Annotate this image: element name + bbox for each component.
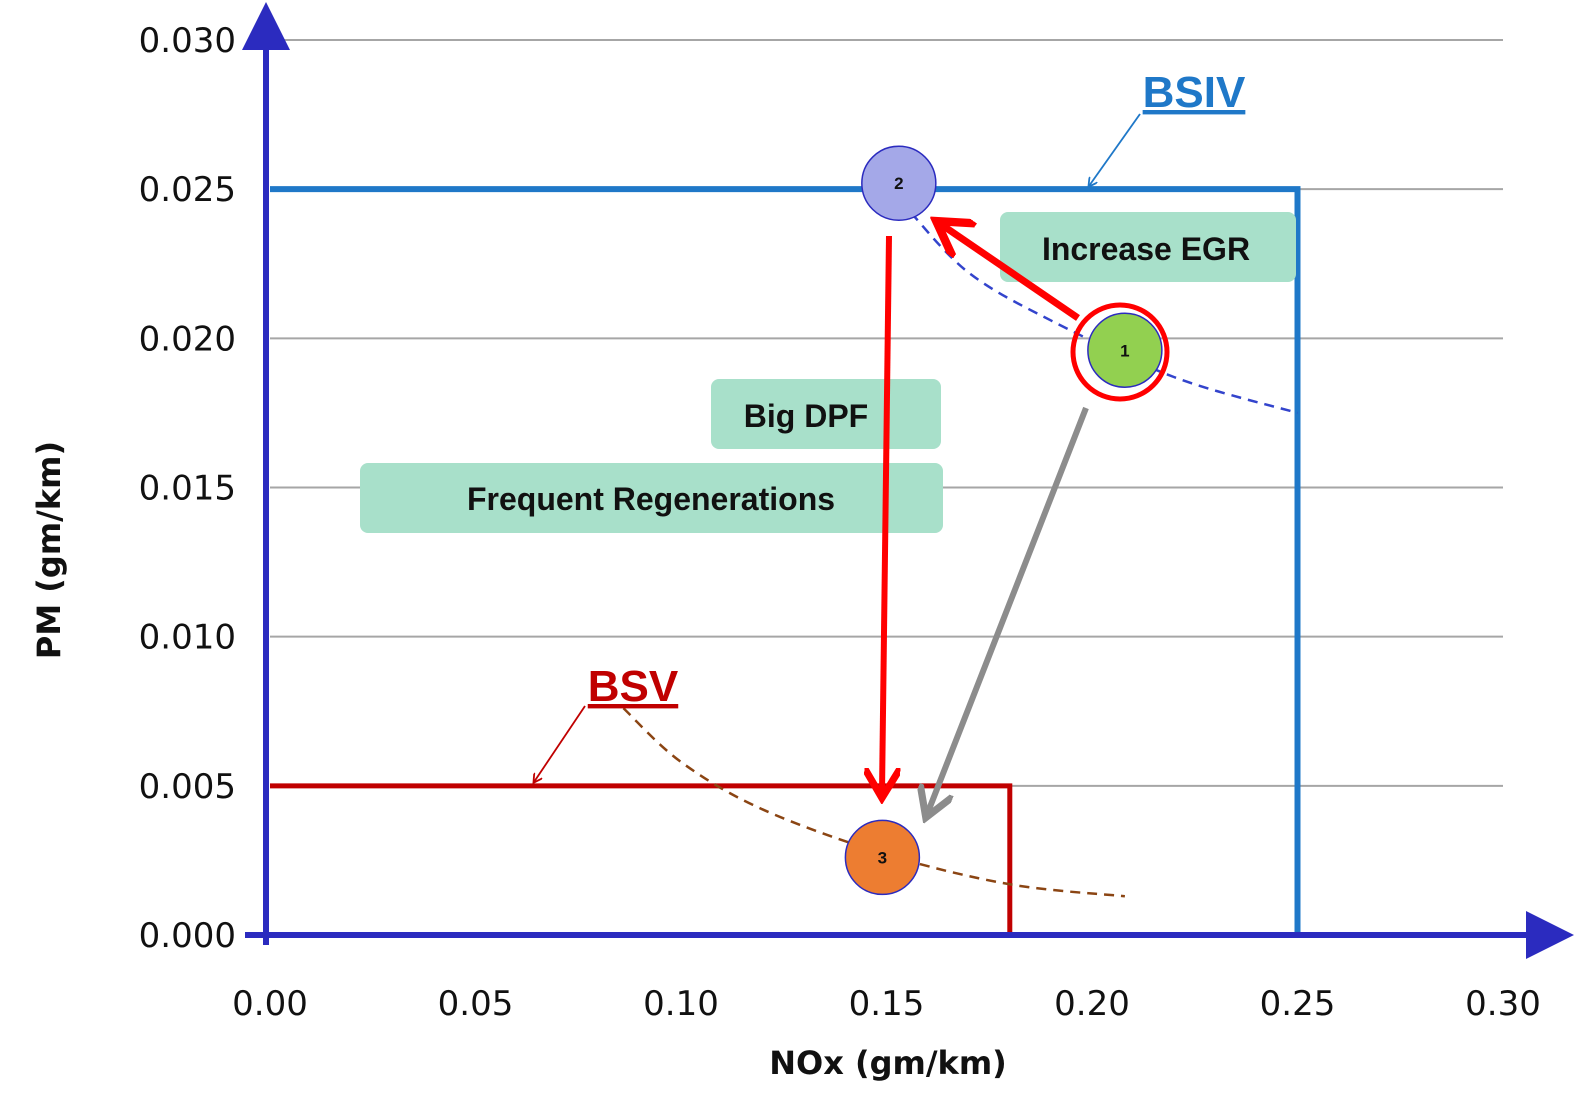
data-point-label: 1 [1120,341,1129,360]
bsiv-label: BSIV [1143,68,1246,117]
y-tick-label: 0.000 [139,916,236,956]
y-tick-label: 0.025 [139,170,236,210]
annotation-big-dpf: Big DPF [711,379,941,449]
bsiv-pointer [1089,113,1141,186]
arrow-point1-to-point2 [942,225,1080,321]
y-tick-label: 0.010 [139,618,236,658]
y-tick-label: 0.030 [139,21,236,61]
x-tick-label: 0.20 [1054,984,1130,1024]
y-tick-label: 0.015 [139,469,236,509]
data-point-marker [1087,312,1163,389]
data-point-1: 1 [1087,312,1163,389]
annotation-frequent-regenerations: Frequent Regenerations [360,463,943,533]
arrow-point2-to-point3 [882,235,889,792]
x-tick-label: 0.30 [1465,984,1541,1024]
bsiv-limit-box [270,186,1301,935]
y-tick-label: 0.005 [139,767,236,807]
data-points: 1 2 3 [844,145,1163,896]
point-1-highlight-ring [1070,302,1170,402]
x-tick-label: 0.25 [1260,984,1336,1024]
annotation-increase-egr-text: Increase EGR [1042,231,1250,267]
tradeoff-curve-bsiv [910,212,1298,415]
tradeoff-curve-bsv [622,707,1126,898]
data-point-3: 3 [844,819,921,896]
data-point-marker [861,145,937,221]
data-point-label: 2 [894,174,903,193]
bsv-label: BSV [588,662,679,711]
x-tick-label: 0.00 [232,984,308,1024]
x-tick-label: 0.15 [849,984,925,1024]
y-tick-labels: 0.000 0.005 0.010 0.015 0.020 0.025 0.030 [139,21,236,956]
y-tick-label: 0.020 [139,319,236,359]
annotation-big-dpf-text: Big DPF [744,398,868,434]
x-axis-label: NOx (gm/km) [769,1044,1007,1082]
data-point-marker [844,819,921,896]
y-axis-label: PM (gm/km) [30,441,68,659]
bsv-pointer [534,705,586,782]
x-tick-label: 0.10 [643,984,719,1024]
data-point-label: 3 [878,848,887,867]
annotation-frequent-regenerations-text: Frequent Regenerations [467,481,835,517]
data-point-2: 2 [861,145,937,221]
x-tick-labels: 0.00 0.05 0.10 0.15 0.20 0.25 0.30 [232,984,1541,1024]
annotation-increase-egr: Increase EGR [1000,212,1296,282]
x-tick-label: 0.05 [438,984,514,1024]
arrow-point1-to-point3 [928,406,1089,812]
